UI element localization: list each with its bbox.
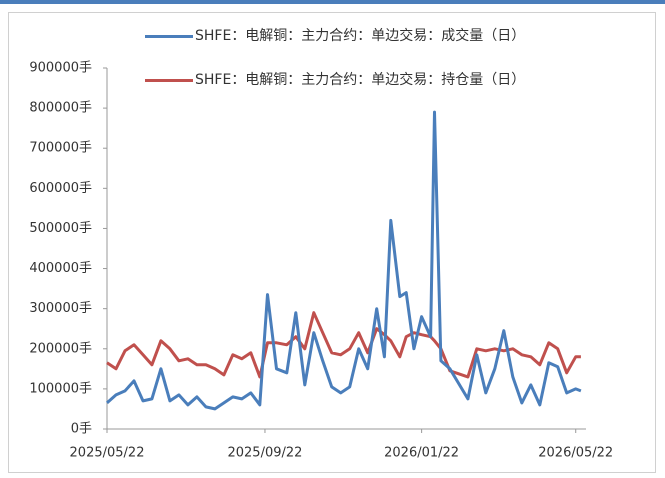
y-tick-label: 900000手 [29, 61, 92, 76]
x-tick-label: 2026/01/22 [384, 446, 459, 461]
x-tick-label: 2025/09/22 [227, 446, 302, 461]
series-line [106, 311, 581, 379]
legend-swatch [145, 79, 193, 82]
y-tick-label: 300000手 [29, 301, 92, 316]
legend-entry: SHFE：电解铜：主力合约：单边交易：成交量（日） [145, 28, 580, 44]
y-tick-label: 100000手 [29, 381, 92, 396]
y-tick-label: 600000手 [29, 181, 92, 196]
y-tick-label: 500000手 [29, 221, 92, 236]
frame [8, 12, 656, 473]
x-tick-label: 2026/05/22 [538, 446, 613, 461]
x-tick-label: 2025/05/22 [70, 446, 145, 461]
y-tick-label: 0手 [71, 422, 92, 437]
legend-entry: SHFE：电解铜：主力合约：单边交易：持仓量（日） [145, 72, 580, 88]
y-tick-label: 800000手 [29, 101, 92, 116]
legend-label: SHFE：电解铜：主力合约：单边交易：持仓量（日） [195, 72, 526, 88]
legend-label: SHFE：电解铜：主力合约：单边交易：成交量（日） [195, 28, 526, 44]
legend-swatch [145, 35, 193, 38]
y-tick-label: 400000手 [29, 261, 92, 276]
series-line [106, 110, 582, 411]
y-tick-label: 200000手 [29, 341, 92, 356]
y-tick-label: 700000手 [29, 141, 92, 156]
top-band [0, 0, 665, 4]
